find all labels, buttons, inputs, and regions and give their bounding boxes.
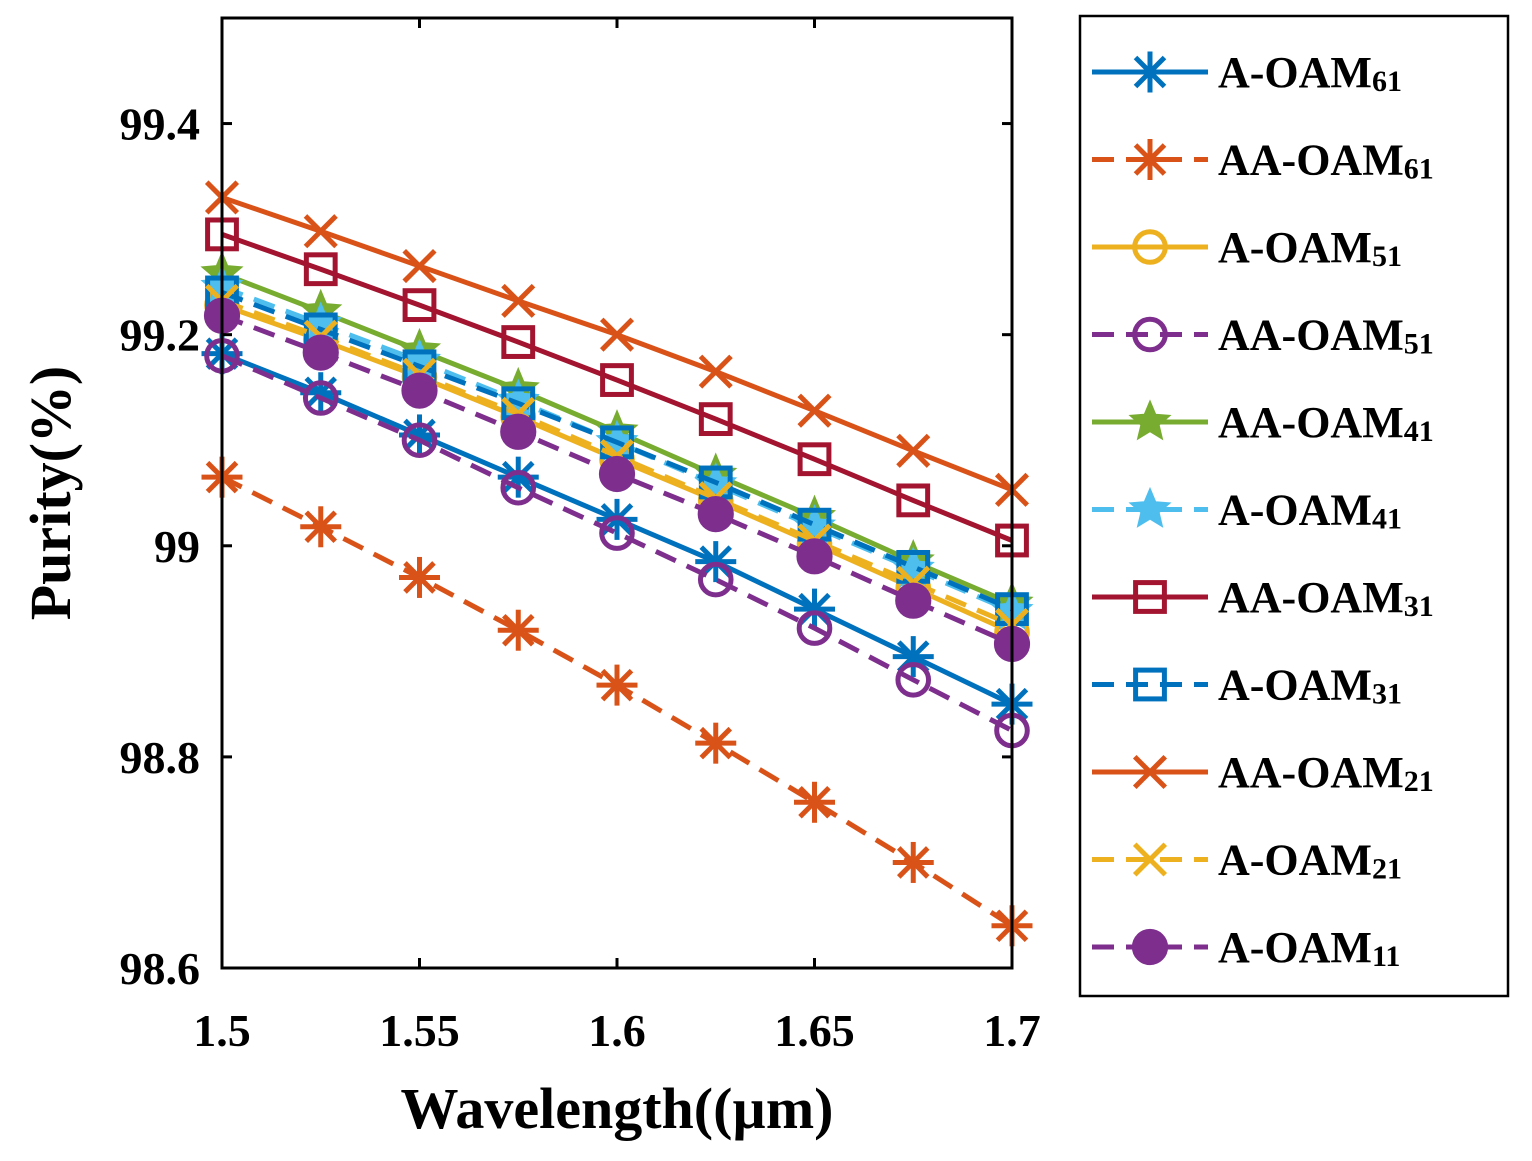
data-point-aa-oam-51-7 [895, 662, 932, 698]
x-axis-label: Wavelength((µm) [401, 1076, 834, 1141]
legend-label: A-OAM51 [1218, 223, 1402, 273]
y-tick-label: 98.8 [120, 732, 201, 783]
data-point-aa-oam-61-4 [596, 664, 638, 706]
plot-layer [200, 180, 1034, 947]
legend-item-a-oam-11: A-OAM11 [1092, 923, 1400, 973]
data-point-a-oam-11-6 [796, 538, 833, 575]
x-tick-label: 1.55 [379, 1005, 460, 1056]
data-point-aa-oam-51-5 [697, 561, 734, 598]
data-point-a-oam-11-4 [598, 455, 636, 493]
data-point-aa-oam-51-2 [401, 422, 438, 459]
legend: A-OAM61 AA-OAM61 A-OAM51 AA-OAM51 AA-OAM41 A-… [1092, 48, 1434, 973]
legend-marker [1129, 51, 1171, 93]
x-tick-label: 1.7 [983, 1005, 1041, 1056]
legend-label: A-OAM11 [1218, 923, 1400, 973]
legend-item-a-oam-41: A-OAM41 [1092, 486, 1402, 536]
legend-marker [1132, 842, 1168, 877]
data-point-aa-oam-31-4 [600, 363, 634, 397]
y-tick-label: 99.4 [120, 99, 201, 150]
data-point-aa-oam-61-5 [695, 722, 737, 764]
data-point-a-oam-11-2 [401, 372, 438, 409]
legend-marker [1132, 316, 1168, 353]
series-line-a-oam-31 [221, 290, 1013, 612]
legend-item-a-oam-61: A-OAM61 [1092, 48, 1402, 98]
legend-marker [1133, 667, 1167, 702]
legend-item-a-oam-21: A-OAM21 [1092, 836, 1402, 886]
legend-label: AA-OAM61 [1218, 136, 1434, 186]
y-axis-label: Purity(%) [18, 366, 83, 621]
data-point-aa-oam-61-1 [300, 506, 342, 548]
data-point-a-oam-11-5 [697, 496, 734, 533]
legend-marker [1133, 580, 1167, 614]
data-point-aa-oam-21-3 [501, 283, 536, 318]
data-point-aa-oam-31-3 [501, 325, 536, 359]
data-point-aa-oam-31-6 [797, 442, 832, 477]
legend-label: A-OAM61 [1218, 48, 1402, 98]
legend-item-a-oam-31: A-OAM31 [1092, 661, 1402, 711]
series-a-oam-11 [203, 297, 1031, 663]
data-point-aa-oam-31-2 [402, 288, 437, 323]
data-point-aa-oam-61-3 [497, 609, 539, 651]
y-tick-label: 98.6 [120, 943, 201, 994]
x-tick-label: 1.65 [774, 1005, 855, 1056]
data-point-aa-oam-21-1 [303, 214, 338, 249]
data-point-aa-oam-51-4 [599, 515, 635, 551]
data-point-aa-oam-31-7 [896, 483, 931, 518]
series-aa-oam-21 [204, 180, 1030, 507]
legend-item-aa-oam-61: AA-OAM61 [1092, 136, 1434, 186]
legend-marker [1132, 229, 1168, 265]
legend-marker [1128, 399, 1172, 441]
legend-label: A-OAM31 [1218, 661, 1402, 711]
x-tick-label: 1.5 [193, 1005, 251, 1056]
legend-label: AA-OAM21 [1218, 748, 1434, 798]
data-point-a-oam-11-3 [500, 413, 537, 450]
legend-item-aa-oam-31: AA-OAM31 [1092, 573, 1434, 623]
x-tick-label: 1.6 [588, 1005, 646, 1056]
legend-marker [1129, 139, 1171, 180]
data-point-aa-oam-51-6 [796, 610, 833, 646]
y-tick-label: 99.2 [120, 310, 201, 361]
data-point-aa-oam-21-7 [896, 433, 931, 468]
data-point-aa-oam-21-4 [599, 317, 635, 352]
data-point-aa-oam-61-7 [892, 841, 934, 883]
data-point-aa-oam-51-3 [500, 469, 537, 506]
legend-label: AA-OAM51 [1218, 311, 1434, 361]
legend-label: AA-OAM31 [1218, 573, 1434, 623]
data-point-a-oam-11-7 [895, 582, 932, 619]
series-line-aa-oam-51 [221, 353, 1014, 733]
series-line-aa-oam-31 [221, 232, 1013, 543]
legend-item-aa-oam-41: AA-OAM41 [1092, 398, 1434, 448]
data-point-aa-oam-21-2 [402, 249, 437, 284]
data-point-aa-oam-61-2 [399, 556, 440, 598]
data-point-aa-oam-21-5 [698, 354, 733, 389]
legend-marker [1131, 928, 1169, 966]
data-point-a-oam-11-1 [302, 334, 339, 371]
legend-marker [1132, 754, 1168, 790]
data-point-aa-oam-21-6 [797, 393, 832, 428]
legend-label: A-OAM41 [1218, 486, 1402, 536]
legend-label: AA-OAM41 [1218, 398, 1434, 448]
data-point-aa-oam-51-1 [302, 380, 339, 416]
legend-item-a-oam-51: A-OAM51 [1092, 223, 1402, 273]
data-point-a-oam-61-5 [695, 541, 737, 583]
legend-item-aa-oam-21: AA-OAM21 [1092, 748, 1434, 798]
ticks-layer: 1.5 1.55 1.6 1.65 1.7 98.6 98.8 99 99.2 99.4 [120, 18, 1041, 1056]
data-point-aa-oam-31-5 [698, 402, 733, 437]
data-point-aa-oam-31-1 [303, 252, 338, 287]
legend-label: A-OAM21 [1218, 836, 1402, 886]
legend-marker [1128, 486, 1172, 528]
y-tick-label: 99 [154, 521, 200, 572]
data-point-aa-oam-61-6 [794, 781, 835, 823]
legend-item-aa-oam-51: AA-OAM51 [1092, 311, 1434, 361]
